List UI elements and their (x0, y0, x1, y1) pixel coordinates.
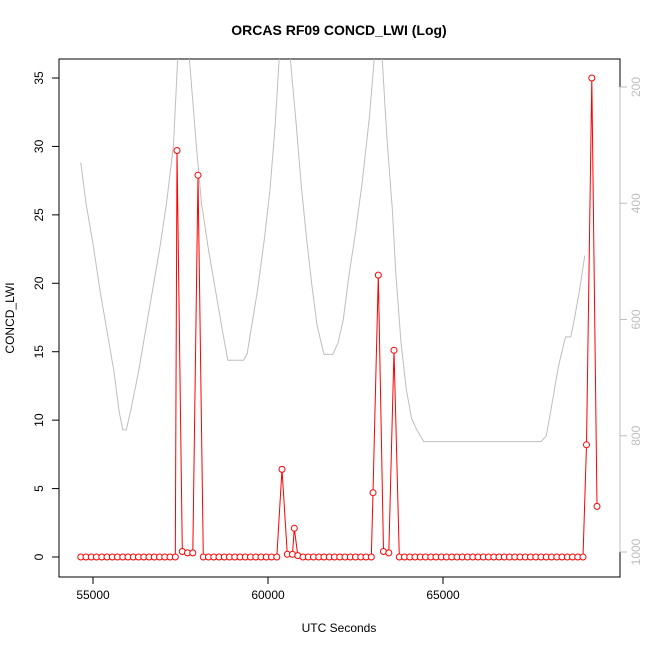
data-point (189, 549, 197, 557)
y2-tick-label: 800 (629, 425, 643, 445)
plot-frame (58, 58, 621, 578)
data-point (369, 489, 377, 497)
y2-tick-label: 1000 (629, 538, 643, 565)
x-tick-label: 55000 (76, 588, 110, 602)
secondary-y-axis: 200 400 600 800 1000 (619, 77, 643, 565)
data-point (171, 553, 179, 561)
y-axis-label: CONCD_LWI (3, 282, 17, 353)
x-tick-label: 60000 (251, 588, 285, 602)
data-point (390, 346, 398, 354)
data-point (588, 74, 596, 82)
data-point (374, 271, 382, 279)
y-tick-label: 35 (32, 71, 46, 85)
y-tick-label: 20 (32, 276, 46, 290)
data-point (385, 549, 393, 557)
y2-tick-label: 600 (629, 309, 643, 329)
data-point (579, 553, 587, 561)
data-point (367, 553, 375, 561)
data-point (290, 524, 298, 532)
y2-tick-label: 400 (629, 193, 643, 213)
series-layer (77, 59, 601, 561)
y-tick-label: 10 (32, 413, 46, 427)
y-tick-label: 0 (32, 553, 46, 560)
data-point (273, 553, 281, 561)
secondary-series-line (80, 59, 586, 443)
y-tick-label: 30 (32, 139, 46, 153)
primary-series-line (80, 77, 598, 558)
y-tick-label: 5 (32, 485, 46, 492)
x-axis-label: UTC Seconds (302, 621, 377, 635)
y-tick-label: 25 (32, 208, 46, 222)
data-point (194, 171, 202, 179)
y2-tick-label: 200 (629, 77, 643, 97)
data-point (583, 441, 590, 449)
chart-title: ORCAS RF09 CONCD_LWI (Log) (231, 22, 446, 38)
x-axis: 55000 60000 65000 (76, 576, 460, 602)
y-axis: 0 5 10 15 20 25 30 35 (32, 71, 60, 560)
data-point (173, 147, 181, 154)
y-tick-label: 15 (32, 345, 46, 359)
data-point (593, 502, 601, 510)
x-tick-label: 65000 (426, 588, 460, 602)
data-point (278, 465, 286, 473)
